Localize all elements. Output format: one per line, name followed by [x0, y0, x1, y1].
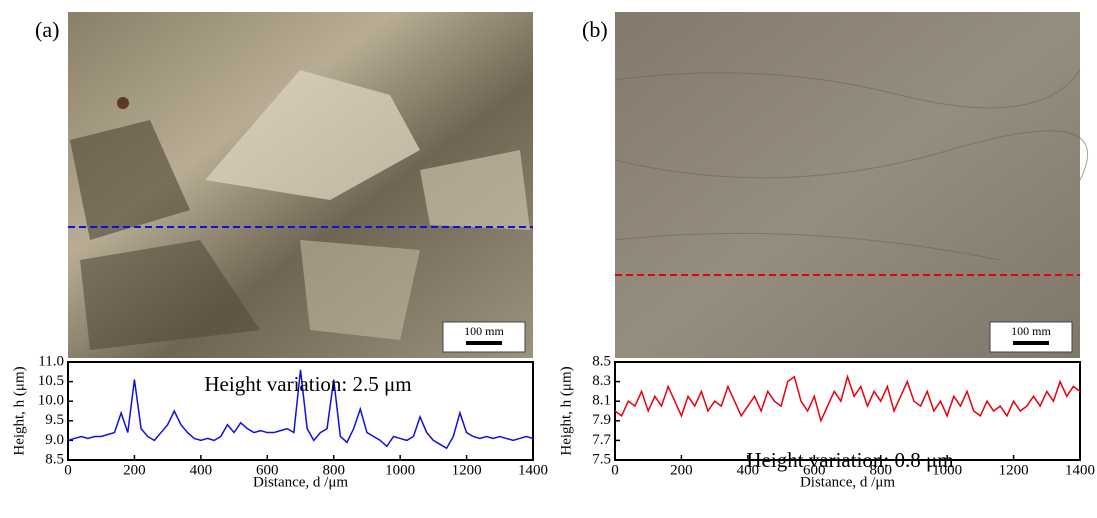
data-line: [614, 374, 1081, 424]
scale-box: [989, 321, 1073, 353]
panel-label: (b): [582, 17, 608, 42]
y-tick-label: 8.1: [592, 393, 611, 409]
x-tick-label: 1000: [385, 462, 415, 478]
micrograph-a: [68, 12, 533, 358]
x-tick-label: 1200: [999, 462, 1029, 478]
x-tick-label: 600: [803, 462, 826, 478]
x-tick-label: 1400: [518, 462, 548, 478]
x-tick-label: 1000: [932, 462, 962, 478]
x-tick-label: 1200: [452, 462, 482, 478]
y-tick-label: 8.5: [592, 353, 611, 369]
x-tick-label: 400: [190, 462, 213, 478]
x-tick-label: 200: [670, 462, 693, 478]
y-tick-label: 9.0: [45, 432, 64, 448]
y-tick-label: 8.5: [45, 451, 64, 467]
scale-label: 100 mm: [1011, 324, 1051, 338]
y-tick-label: 11.0: [38, 353, 64, 369]
x-tick-label: 800: [869, 462, 892, 478]
y-tick-label: 7.5: [592, 451, 611, 467]
x-tick-label: 0: [611, 462, 619, 478]
x-tick-label: 1400: [1065, 462, 1095, 478]
y-tick-label: 7.9: [592, 412, 611, 428]
y-tick-label: 9.5: [45, 412, 64, 428]
data-line: [67, 369, 534, 450]
x-axis-label: Distance, d /μm: [800, 474, 895, 490]
x-tick-label: 200: [123, 462, 146, 478]
micrograph-b: [614, 12, 1089, 358]
annotation: Height variation: 2.5 μm: [204, 372, 411, 396]
x-tick-label: 400: [737, 462, 760, 478]
x-axis-label: Distance, d /μm: [253, 474, 348, 490]
y-tick-label: 10.5: [38, 373, 64, 389]
x-tick-label: 800: [322, 462, 345, 478]
y-tick-label: 8.3: [592, 373, 611, 389]
y-axis-label: Height, h (μm): [11, 366, 27, 455]
panel-label: (a): [35, 17, 59, 42]
x-tick-label: 600: [256, 462, 279, 478]
annotation: Height variation: 0.8 μm: [746, 448, 953, 472]
y-axis-label: Height, h (μm): [558, 366, 574, 455]
x-tick-label: 0: [64, 462, 72, 478]
y-tick-label: 10.0: [38, 393, 64, 409]
y-tick-label: 7.7: [592, 432, 611, 448]
scale-box: [442, 321, 526, 353]
plot-frame: [67, 361, 534, 461]
scale-label: 100 mm: [464, 324, 504, 338]
